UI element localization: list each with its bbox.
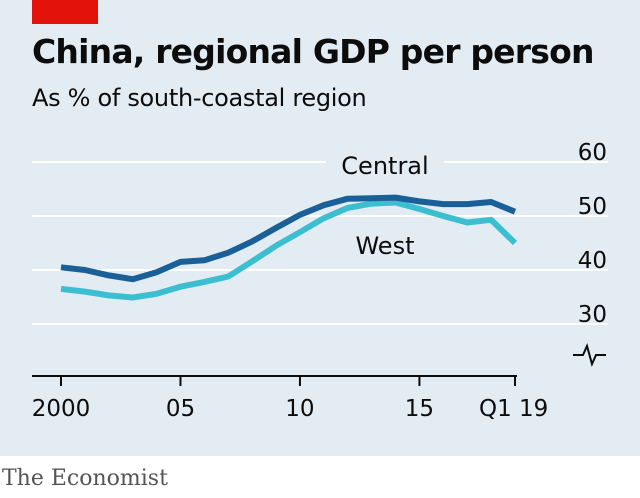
label-knockout-central <box>326 148 444 176</box>
chart-title: China, regional GDP per person <box>32 32 594 71</box>
chart-panel <box>0 0 640 456</box>
x-tick-label-2010: 10 <box>285 396 314 422</box>
x-tick-label-2019: Q1 19 <box>479 396 548 422</box>
y-tick-label-60: 60 <box>578 140 607 166</box>
y-tick-label-30: 30 <box>578 302 607 328</box>
series-label-west: West <box>355 232 414 260</box>
x-tick-label-2005: 05 <box>166 396 195 422</box>
series-label-central: Central <box>341 152 428 180</box>
chart-subtitle: As % of south-coastal region <box>32 84 367 112</box>
series-line-west <box>60 199 518 301</box>
brand-tag <box>32 0 98 24</box>
line-chart: 30 40 50 60 2000 05 10 15 Q1 19 Central West <box>32 140 608 422</box>
series-line-central <box>60 194 517 283</box>
x-tick-label-2015: 15 <box>405 396 434 422</box>
source-label: The Economist <box>2 466 168 491</box>
y-tick-label-40: 40 <box>578 248 607 274</box>
y-tick-label-50: 50 <box>578 194 607 220</box>
x-tick-label-2000: 2000 <box>32 396 91 422</box>
axis-break-icon <box>573 343 606 367</box>
